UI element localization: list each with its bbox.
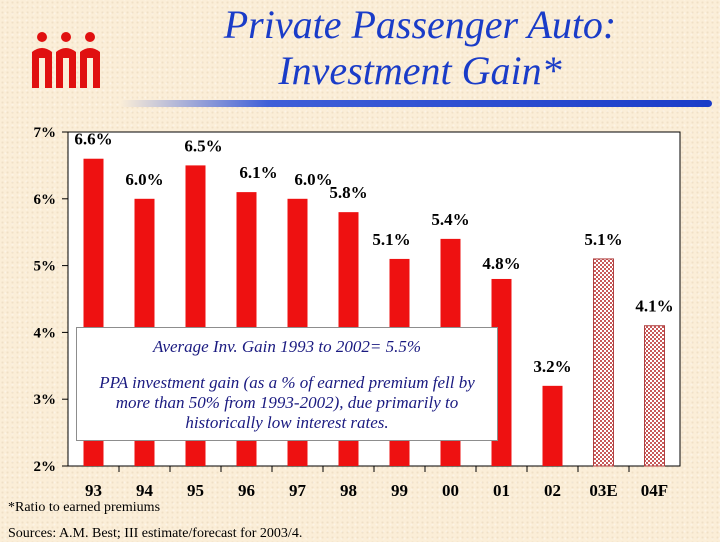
sources-note: Sources: A.M. Best; III estimate/forecas… xyxy=(8,526,303,541)
x-tick-label-96: 96 xyxy=(238,481,255,500)
data-label-00: 5.4% xyxy=(431,210,469,229)
chart-title: Private Passenger Auto: Investment Gain* xyxy=(120,2,720,94)
bar-02 xyxy=(542,385,563,466)
x-tick-label-97: 97 xyxy=(289,481,307,500)
bar-04F xyxy=(644,325,665,467)
data-label-97: 6.0% xyxy=(294,170,332,189)
y-tick-label: 6% xyxy=(34,192,57,208)
data-label-93: 6.6% xyxy=(74,130,112,149)
data-label-94: 6.0% xyxy=(125,170,163,189)
x-tick-label-01: 01 xyxy=(493,481,510,500)
x-tick-label-95: 95 xyxy=(187,481,204,500)
y-tick-label: 7% xyxy=(34,125,57,141)
x-tick-label-94: 94 xyxy=(136,481,154,500)
bar-03E xyxy=(593,258,614,467)
title-line-1: Private Passenger Auto: xyxy=(223,2,617,47)
x-tick-label-93: 93 xyxy=(85,481,102,500)
x-tick-label-98: 98 xyxy=(340,481,357,500)
y-tick-label: 2% xyxy=(34,459,57,475)
data-label-95: 6.5% xyxy=(184,136,222,155)
title-line-2: Investment Gain* xyxy=(278,48,562,93)
y-tick-label: 4% xyxy=(34,325,57,341)
average-gain-note: Average Inv. Gain 1993 to 2002= 5.5% xyxy=(153,337,421,356)
data-label-99: 5.1% xyxy=(372,230,410,249)
ppa-investment-note: PPA investment gain (as a % of earned pr… xyxy=(99,373,475,432)
data-label-98: 5.8% xyxy=(329,183,367,202)
data-label-03E: 5.1% xyxy=(584,230,622,249)
x-tick-label-99: 99 xyxy=(391,481,408,500)
iii-logo: iii xyxy=(32,32,100,88)
data-label-02: 3.2% xyxy=(533,357,571,376)
title-underline xyxy=(120,100,712,107)
data-label-96: 6.1% xyxy=(239,163,277,182)
y-tick-label: 3% xyxy=(34,392,57,408)
footnote: *Ratio to earned premiums xyxy=(8,500,161,515)
x-tick-label-02: 02 xyxy=(544,481,561,500)
callout-box: Average Inv. Gain 1993 to 2002= 5.5% PPA… xyxy=(76,327,498,441)
y-tick-label: 5% xyxy=(34,259,57,275)
data-label-01: 4.8% xyxy=(482,254,520,273)
data-label-04F: 4.1% xyxy=(635,297,673,316)
x-tick-label-03E: 03E xyxy=(589,481,617,500)
x-tick-label-00: 00 xyxy=(442,481,459,500)
x-tick-label-04F: 04F xyxy=(641,481,668,500)
